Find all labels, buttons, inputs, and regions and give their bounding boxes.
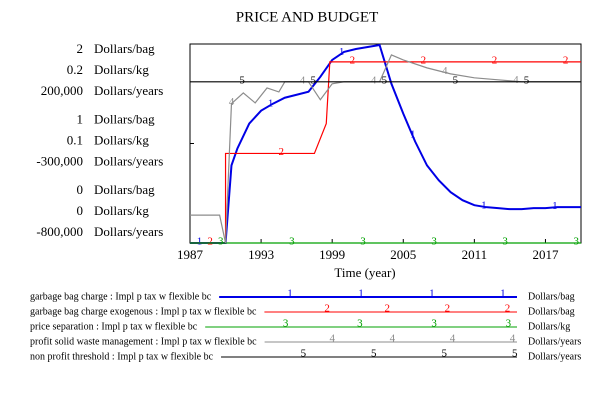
series-marker: 5: [382, 74, 388, 86]
legend-label: price separation : Impl p tax w flexible…: [30, 321, 198, 332]
x-tick-label: 1987: [177, 247, 204, 262]
y-tick-unit: Dollars/bag: [94, 111, 155, 126]
legend-marker: 4: [510, 333, 516, 345]
legend-unit: Dollars/bag: [528, 306, 575, 317]
series-marker: 3: [574, 236, 580, 248]
legend-marker: 1: [358, 288, 364, 300]
y-tick-unit: Dollars/kg: [94, 132, 149, 147]
series-marker: 5: [310, 74, 316, 86]
y-tick-label: -800,000: [36, 224, 83, 239]
series-line: [190, 43, 581, 244]
series-marker: 3: [502, 236, 508, 248]
series-marker: 1: [481, 199, 487, 211]
legend-marker: 2: [384, 303, 390, 315]
legend-marker: 2: [445, 303, 451, 315]
legend-unit: Dollars/kg: [528, 321, 570, 332]
y-tick-unit: Dollars/bag: [94, 182, 155, 197]
y-tick-unit: Dollars/years: [94, 224, 163, 239]
series-marker: 1: [552, 200, 558, 212]
legend-marker: 2: [324, 303, 330, 315]
series-marker: 3: [218, 236, 224, 248]
y-tick-unit: Dollars/kg: [94, 203, 149, 218]
series-marker: 2: [207, 236, 213, 248]
x-axis-title: Time (year): [334, 265, 395, 280]
series-line: [190, 54, 581, 244]
legend-label: garbage bag charge : Impl p tax w flexib…: [30, 291, 212, 302]
series-marker: 2: [563, 54, 569, 66]
legend: garbage bag charge : Impl p tax w flexib…: [30, 288, 581, 363]
legend-marker: 5: [442, 348, 448, 360]
series-marker: 4: [229, 96, 235, 108]
y-tick-label: 0: [77, 182, 84, 197]
legend-unit: Dollars/years: [528, 336, 581, 347]
y-tick-label: 0: [77, 203, 84, 218]
x-tick-label: 2017: [532, 247, 559, 262]
legend-marker: 3: [431, 318, 437, 330]
series-marker: 3: [360, 236, 366, 248]
legend-marker: 2: [505, 303, 511, 315]
legend-marker: 1: [500, 288, 506, 300]
y-tick-label: -300,000: [36, 153, 83, 168]
legend-label: garbage bag charge exogenous : Impl p ta…: [30, 306, 257, 317]
legend-marker: 3: [283, 318, 289, 330]
series-marker: 5: [239, 74, 245, 86]
series-marker: 1: [410, 128, 416, 140]
x-tick-label: 1999: [319, 247, 345, 262]
series-marker: 2: [278, 146, 284, 158]
legend-marker: 3: [357, 318, 363, 330]
y-tick-label: 0.2: [67, 62, 83, 77]
series-line: [190, 61, 581, 244]
y-tick-unit: Dollars/years: [94, 83, 163, 98]
series-marker: 4: [513, 74, 519, 86]
y-tick-unit: Dollars/kg: [94, 62, 149, 77]
y-tick-label: 0.1: [67, 132, 83, 147]
series-marker: 3: [289, 236, 295, 248]
series-marker: 5: [524, 74, 530, 86]
series-marker: 1: [268, 98, 274, 110]
legend-unit: Dollars/years: [528, 351, 581, 362]
legend-marker: 4: [390, 333, 396, 345]
series-marker: 4: [371, 74, 377, 86]
series-marker: 2: [350, 54, 356, 66]
legend-label: non profit threshold : Impl p tax w flex…: [30, 351, 214, 362]
series-marker: 1: [339, 46, 345, 58]
chart-title: PRICE AND BUDGET: [236, 9, 379, 25]
series-marker: 4: [300, 74, 306, 86]
y-tick-label: 2: [77, 41, 84, 56]
legend-unit: Dollars/bag: [528, 291, 575, 302]
legend-marker: 5: [512, 348, 518, 360]
legend-marker: 4: [330, 333, 336, 345]
y-tick-unit: Dollars/bag: [94, 41, 155, 56]
legend-marker: 1: [287, 288, 293, 300]
y-tick-unit: Dollars/years: [94, 153, 163, 168]
series-marker: 5: [453, 74, 459, 86]
series-marker: 1: [197, 236, 203, 248]
series-marker: 3: [431, 236, 437, 248]
series-marker: 2: [421, 54, 427, 66]
x-tick-label: 2011: [462, 247, 488, 262]
legend-marker: 5: [371, 348, 377, 360]
x-tick-label: 2005: [390, 247, 416, 262]
series-marker: 4: [442, 65, 448, 77]
legend-marker: 5: [301, 348, 307, 360]
y-tick-label: 200,000: [41, 83, 83, 98]
x-tick-label: 1993: [248, 247, 274, 262]
legend-marker: 1: [429, 288, 435, 300]
legend-marker: 4: [450, 333, 456, 345]
legend-label: profit solid waste management : Impl p t…: [30, 336, 257, 347]
y-tick-label: 1: [77, 111, 84, 126]
legend-marker: 3: [506, 318, 512, 330]
series-marker: 2: [492, 54, 498, 66]
